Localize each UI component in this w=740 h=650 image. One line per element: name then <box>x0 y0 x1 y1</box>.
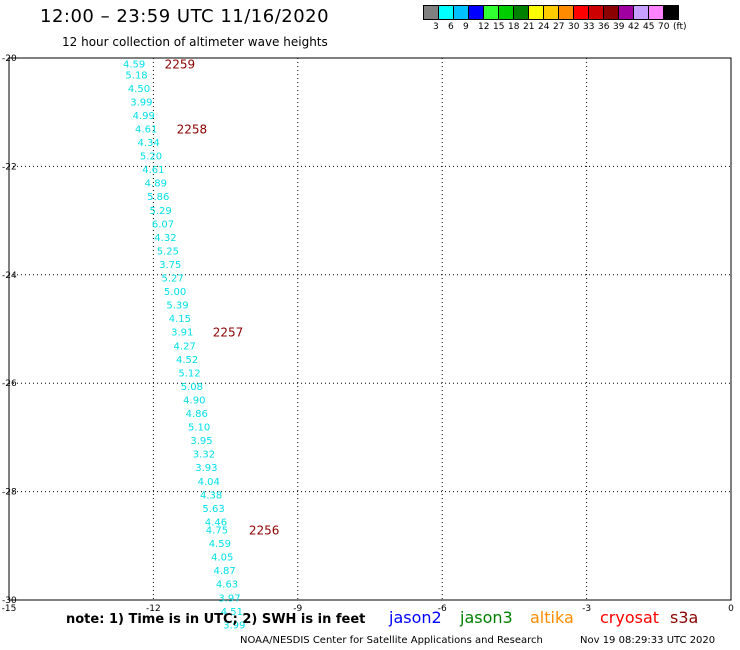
wave-height-labels: 4.595.184.503.994.994.614.345.204.614.89… <box>123 59 245 631</box>
wave-height-label: 4.46 <box>205 517 227 528</box>
footer-timestamp: Nov 19 08:29:33 UTC 2020 <box>580 635 716 646</box>
wave-height-label: 5.00 <box>164 287 186 298</box>
x-tick-label: -9 <box>293 604 302 614</box>
legend-label: 70 <box>658 22 670 32</box>
y-tick-label: -26 <box>2 379 17 389</box>
legend-swatch <box>663 5 679 20</box>
legend-label: 27 <box>553 22 565 32</box>
wave-height-label: 5.10 <box>188 423 210 434</box>
time-label: 2258 <box>177 122 208 136</box>
chart-subtitle: 12 hour collection of altimeter wave hei… <box>62 35 328 49</box>
wave-height-label: 3.91 <box>171 328 193 339</box>
wave-height-label: 4.52 <box>176 355 198 366</box>
mission-jason2: jason2 <box>389 608 442 627</box>
time-label: 2256 <box>249 524 280 538</box>
wave-height-label: 4.90 <box>183 395 205 406</box>
mission-s3a: s3a <box>670 608 699 627</box>
legend-label: 9 <box>463 22 469 32</box>
wave-height-label: 4.75 <box>206 526 228 537</box>
mission-jason3: jason3 <box>460 608 513 627</box>
legend-label: 21 <box>523 22 535 32</box>
legend-label: 3 <box>433 22 439 32</box>
legend-label: 36 <box>598 22 610 32</box>
wave-height-label: 4.63 <box>216 580 238 591</box>
y-tick-label: -30 <box>2 596 17 606</box>
grid-lines <box>9 58 731 600</box>
legend-label: 33 <box>583 22 595 32</box>
x-tick-label: 0 <box>728 604 734 614</box>
wave-height-label: 4.89 <box>145 179 167 190</box>
wave-height-label: 4.59 <box>123 59 145 70</box>
color-scale-legend: 3 6 9 12 15 18 21 24 27 30 33 36 39 42 45 70 (ft) <box>423 5 687 34</box>
legend-label: 42 <box>628 22 640 32</box>
footer-credit: NOAA/NESDIS Center for Satellite Applica… <box>240 635 543 646</box>
wave-height-label: 3.93 <box>195 463 217 474</box>
wave-height-label: 5.39 <box>166 301 188 312</box>
time-label: 2259 <box>165 57 196 71</box>
wave-height-label: 4.61 <box>142 165 164 176</box>
legend-label: 12 <box>478 22 490 32</box>
x-tick-label: -12 <box>146 604 161 614</box>
wave-height-label: 4.86 <box>186 409 208 420</box>
axis-ticks: -15 -12 -9 -6 -3 0-20-22-24-26-28-30 <box>2 54 734 614</box>
wave-height-label: 3.32 <box>193 450 215 461</box>
time-label: 2257 <box>213 326 244 340</box>
wave-height-label: 5.08 <box>181 382 203 393</box>
x-tick-label: -15 <box>2 604 17 614</box>
wave-height-label: 6.07 <box>152 219 174 230</box>
legend-label: 24 <box>538 22 550 32</box>
legend-label: 6 <box>448 22 454 32</box>
wave-height-label: 4.04 <box>198 477 220 488</box>
x-tick-label: -6 <box>438 604 447 614</box>
legend-swatches <box>423 5 679 20</box>
wave-height-label: 4.15 <box>169 314 191 325</box>
mission-altika: altika <box>530 608 574 627</box>
wave-height-label: 4.50 <box>128 84 150 95</box>
legend-label: 15 <box>493 22 505 32</box>
legend-label: 39 <box>613 22 625 32</box>
wave-height-label: 3.95 <box>190 436 212 447</box>
x-tick-label: -3 <box>582 604 591 614</box>
wave-height-label: 4.51 <box>221 607 243 618</box>
wave-height-label: 5.20 <box>140 152 162 163</box>
wave-height-label: 4.38 <box>200 490 222 501</box>
wave-height-label: 5.12 <box>178 368 200 379</box>
y-tick-label: -20 <box>2 54 17 64</box>
y-tick-label: -22 <box>2 162 17 172</box>
map-frame <box>8 57 732 601</box>
y-tick-label: -24 <box>2 271 17 281</box>
chart-title: 12:00 – 23:59 UTC 11/16/2020 <box>40 6 330 27</box>
wave-height-label: 5.86 <box>147 192 169 203</box>
wave-height-label: 3.99 <box>130 97 152 108</box>
wave-height-label: 4.27 <box>174 341 196 352</box>
legend-label: (ft) <box>673 22 687 32</box>
wave-height-label: 5.63 <box>202 504 224 515</box>
wave-height-label: 3.75 <box>159 260 181 271</box>
wave-height-label: 5.27 <box>162 274 184 285</box>
wave-height-label: 5.18 <box>125 70 147 81</box>
legend-label: 45 <box>643 22 655 32</box>
wave-height-label: 3.97 <box>218 593 240 604</box>
wave-height-label: 4.99 <box>133 111 155 122</box>
wave-height-label: 4.61 <box>135 124 157 135</box>
wave-height-label: 5.25 <box>157 246 179 257</box>
mission-cryosat: cryosat <box>600 608 660 627</box>
y-tick-label: -28 <box>2 488 17 498</box>
wave-height-label: 4.32 <box>154 233 176 244</box>
legend-label: 18 <box>508 22 520 32</box>
legend-label: 30 <box>568 22 580 32</box>
wave-height-label: 3.99 <box>223 620 245 631</box>
wave-height-label: 4.05 <box>211 553 233 564</box>
wave-height-label: 4.59 <box>209 539 231 550</box>
wave-height-label: 5.29 <box>149 206 171 217</box>
wave-height-label: 4.34 <box>137 138 159 149</box>
wave-height-label: 4.87 <box>214 566 236 577</box>
footnote: note: 1) Time is in UTC; 2) SWH is in fe… <box>66 612 366 627</box>
time-labels: 2259 2258 2257 2256 <box>165 57 280 537</box>
legend-labels: 3 6 9 12 15 18 21 24 27 30 33 36 39 42 45 70 (ft) <box>423 22 687 34</box>
